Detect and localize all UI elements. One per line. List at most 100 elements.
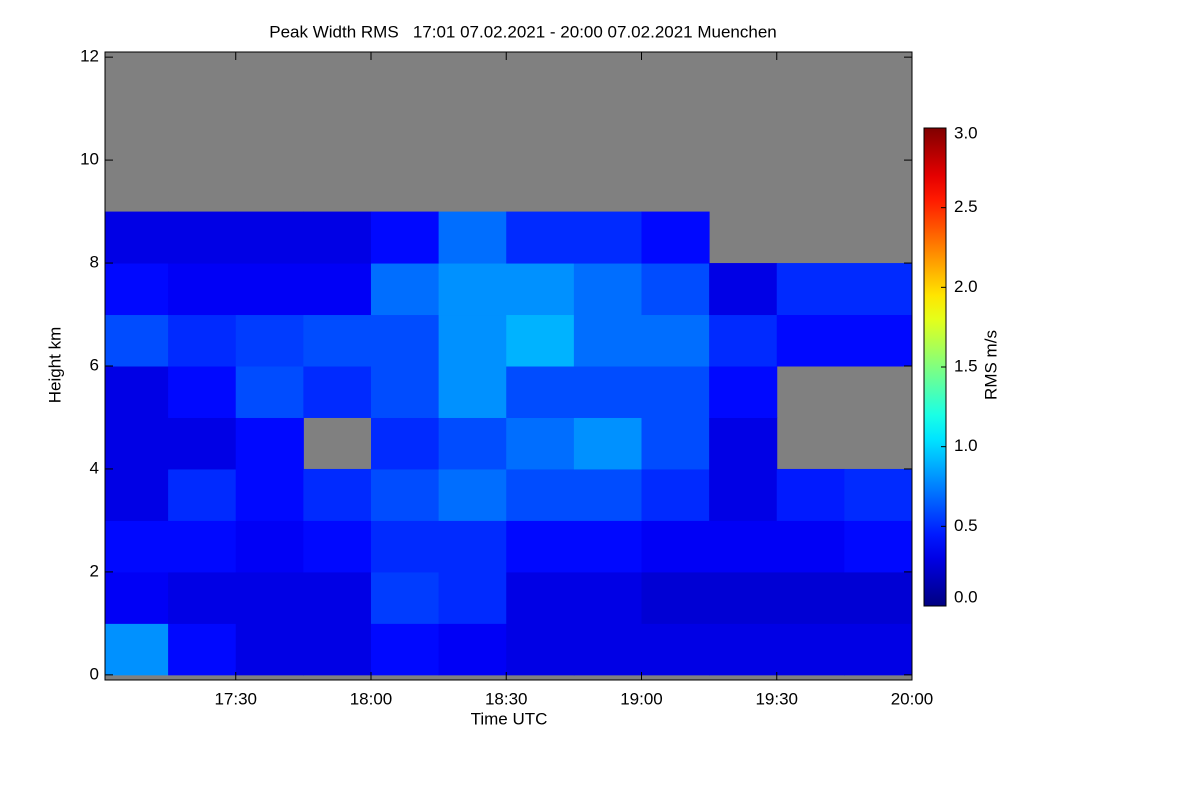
colorbar-tick-label: 1.0 [954,436,978,455]
heatmap-cell [370,468,440,521]
x-tick-label: 19:00 [620,689,663,708]
heatmap-cell [105,417,169,470]
heatmap-cell [641,263,710,316]
y-tick-label: 10 [80,150,99,169]
heatmap-cell [303,571,372,624]
heatmap-cell [303,314,372,367]
heatmap-cell [168,623,237,676]
heatmap-cell [776,623,845,676]
heatmap-cell [573,417,642,470]
heatmap-cell [168,211,237,264]
heatmap-cell [776,314,845,367]
heatmap-cell [105,314,169,367]
heatmap-cell [235,417,304,470]
heatmap-cell [438,520,507,573]
heatmap-cell [303,263,372,316]
y-axis-label: Height km [45,327,64,404]
heatmap-cell [235,571,304,624]
heatmap-cell [303,468,372,521]
heatmap-cell [709,417,778,470]
x-tick-label: 18:30 [485,689,528,708]
heatmap-cell [370,417,440,470]
heatmap-cell [235,520,304,573]
y-tick-label: 8 [90,253,99,272]
heatmap-cell [506,623,575,676]
heatmap-cell [168,520,237,573]
heatmap-cell [776,520,845,573]
heatmap-cell [709,468,778,521]
heatmap-cell [776,468,845,521]
heatmap-cell [303,366,372,418]
y-tick-label: 2 [90,561,99,580]
heatmap-cell [105,520,169,573]
heatmap-cell [105,623,169,676]
heatmap-cell [370,211,440,264]
heatmap-cell [168,571,237,624]
heatmap-cell [168,366,237,418]
colorbar-tick-label: 1.5 [954,356,978,375]
heatmap-cell [235,263,304,316]
heatmap-cell [506,468,575,521]
colorbar-tick-label: 0.0 [954,587,978,606]
heatmap-cell [105,211,169,264]
axes: 0 2 4 6 8 10 12 17:30 18:00 18:30 19:00 19:30 20:00 0… [80,47,978,709]
heatmap-cell [506,211,575,264]
colorbar-label: RMS m/s [981,330,1000,400]
heatmap-cell [709,314,778,367]
heatmap-cell [641,417,710,470]
heatmap-cell [168,417,237,470]
x-tick-label: 17:30 [214,689,257,708]
heatmap-cell [235,623,304,676]
heatmap-cell [844,520,912,573]
heatmap-cell [506,571,575,624]
heatmap-cell [573,571,642,624]
colorbar-tick-label: 2.5 [954,197,978,216]
heatmap-cell [168,314,237,367]
heatmap-cell [370,366,440,418]
heatmap-cell [438,314,507,367]
x-tick-label: 20:00 [891,689,934,708]
heatmap-cell [303,623,372,676]
heatmap-cell [709,263,778,316]
heatmap-cell [506,366,575,418]
heatmap-cell [709,623,778,676]
heatmap-cell [303,520,372,573]
heatmap-cell [370,623,440,676]
heatmap-cell [573,468,642,521]
heatmap-cell [235,366,304,418]
heatmap-cell [370,314,440,367]
heatmap-cell [844,623,912,676]
x-axis-label: Time UTC [471,709,548,728]
heatmap-cell [235,211,304,264]
y-tick-label: 4 [90,458,99,477]
x-tick-label: 19:30 [755,689,798,708]
heatmap-cell [573,366,642,418]
heatmap-cell [709,571,778,624]
heatmap-cell [641,520,710,573]
heatmap-cell [641,366,710,418]
heatmap-cell [105,366,169,418]
y-tick-label: 12 [80,47,99,66]
heatmap-cell [506,520,575,573]
heatmap-cell [438,623,507,676]
heatmap-cell [844,314,912,367]
heatmap-cell [641,211,710,264]
heatmap-cell [370,571,440,624]
heatmap-cell [844,468,912,521]
heatmap-cell [573,263,642,316]
heatmap-cell [776,571,845,624]
heatmap-cell [370,263,440,316]
x-tick-label: 18:00 [350,689,393,708]
chart-title: Peak Width RMS 17:01 07.02.2021 - 20:00 … [269,22,777,41]
heatmap-cell [303,211,372,264]
heatmap-cell [235,314,304,367]
heatmap-cell [438,366,507,418]
heatmap-cell [573,314,642,367]
colorbar-tick-label: 2.0 [954,277,978,296]
heatmap-cell [641,623,710,676]
heatmap-cell [709,366,778,418]
heatmap-cell [776,263,845,316]
heatmap-cell [235,468,304,521]
heatmap-cell [168,468,237,521]
